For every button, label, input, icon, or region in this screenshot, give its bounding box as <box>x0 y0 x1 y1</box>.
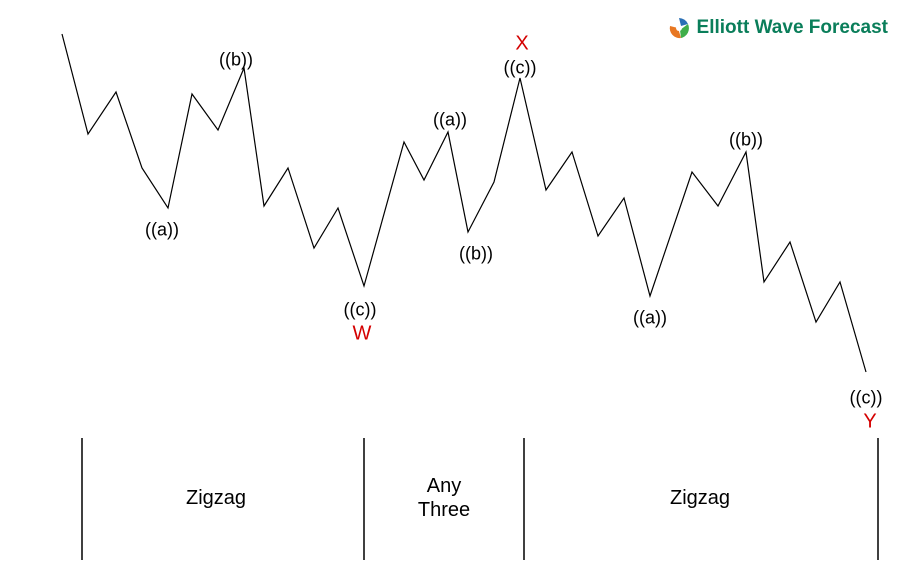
wave-label: ((a)) <box>433 110 467 131</box>
wave-label: ((a)) <box>633 308 667 329</box>
section-label: Zigzag <box>670 486 730 510</box>
wave-label: ((c)) <box>850 388 883 409</box>
wave-label: ((a)) <box>145 220 179 241</box>
wave-letter: Y <box>863 411 876 434</box>
wave-letter: X <box>515 33 528 56</box>
wave-label: ((c)) <box>504 58 537 79</box>
wave-letter: W <box>353 323 372 346</box>
diagram-canvas: Elliott Wave Forecast ((a))((b))((c))((a… <box>0 0 918 584</box>
wave-label: ((b)) <box>219 50 253 71</box>
wave-polyline <box>62 34 866 372</box>
wave-label: ((b)) <box>729 130 763 151</box>
wave-label: ((b)) <box>459 244 493 265</box>
wave-label: ((c)) <box>344 300 377 321</box>
section-label: Zigzag <box>186 486 246 510</box>
section-label: AnyThree <box>418 474 470 522</box>
